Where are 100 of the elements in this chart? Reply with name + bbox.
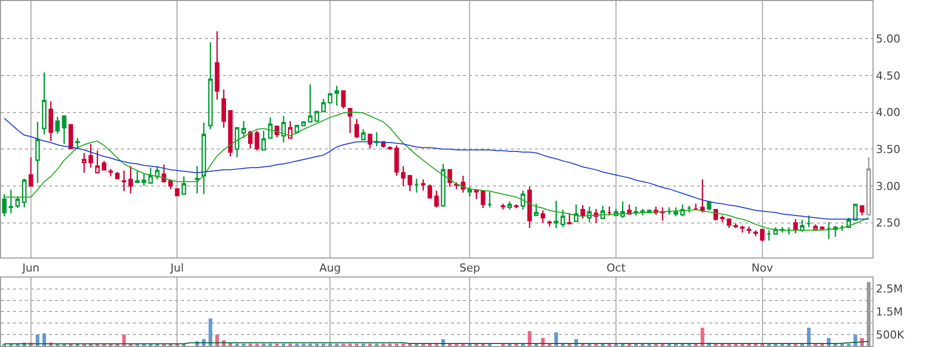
candlestick [414, 178, 419, 194]
bar [208, 318, 212, 346]
candlestick [261, 130, 266, 151]
candlestick [328, 93, 332, 104]
candlestick [8, 189, 14, 214]
candlestick [620, 200, 625, 218]
candlestick [860, 205, 864, 216]
candlestick [766, 230, 772, 242]
candlestick [746, 226, 752, 235]
candlestick [241, 120, 246, 139]
candlestick [202, 122, 206, 195]
candlestick [95, 150, 100, 174]
candlestick [408, 175, 412, 192]
y-tick-label: 3.50 [876, 143, 900, 156]
candlestick [480, 190, 486, 209]
candlestick [334, 85, 340, 106]
candlestick [826, 221, 832, 240]
candlestick [527, 186, 532, 229]
y-tick-label: 2.5M [876, 282, 903, 296]
candlestick [540, 210, 546, 224]
candlestick [547, 220, 552, 228]
candlestick [122, 170, 126, 192]
candlestick [574, 204, 578, 222]
candlestick [348, 108, 352, 134]
candlestick [214, 30, 220, 100]
candlestick [554, 200, 558, 229]
candlestick [674, 206, 678, 217]
bar [122, 334, 126, 346]
candlestick [428, 184, 432, 198]
candlestick [268, 116, 273, 139]
y-tick-label: 2.50 [876, 216, 900, 230]
candlestick [440, 163, 446, 207]
candlestick [567, 212, 572, 225]
candlestick [248, 130, 253, 150]
candlestick [22, 178, 27, 208]
y-tick-label: 500K [876, 328, 905, 342]
candlestick [866, 156, 871, 216]
candlestick [740, 225, 745, 234]
candlestick [713, 208, 718, 222]
candlestick [694, 203, 698, 211]
candlestick [75, 137, 80, 150]
candlestick [314, 110, 320, 122]
candlestick [28, 156, 34, 187]
candlestick [35, 121, 40, 184]
bar [36, 334, 40, 346]
candlestick [394, 144, 399, 176]
candlestick [388, 146, 392, 151]
x-tick-label: Jul [170, 262, 184, 275]
x-tick-label: Sep [459, 262, 480, 275]
candlestick [135, 170, 140, 183]
bar [807, 328, 811, 346]
candlestick [2, 193, 7, 217]
candlestick [308, 84, 312, 123]
candlestick [786, 226, 792, 236]
candlestick [194, 165, 200, 194]
y-tick-label: 3.00 [876, 180, 900, 193]
y-tick-label: 4.50 [876, 69, 900, 82]
candlestick [640, 208, 645, 216]
candlestick [634, 206, 638, 216]
candlestick [208, 42, 213, 130]
candlestick [760, 228, 765, 242]
x-tick-label: Jun [21, 262, 40, 275]
candlestick [840, 224, 844, 232]
candlestick [720, 214, 725, 223]
candlestick [62, 115, 66, 145]
candlestick [148, 166, 153, 184]
candlestick [274, 126, 280, 138]
x-tick-label: Aug [319, 262, 341, 275]
candlestick [115, 171, 120, 180]
candlestick [733, 222, 738, 229]
bar [528, 331, 532, 346]
x-tick-label: Nov [752, 262, 774, 275]
candlestick [15, 196, 20, 209]
candlestick [321, 98, 326, 112]
candlestick [108, 168, 113, 178]
y-tick-label: 4.00 [876, 106, 900, 120]
candlestick [487, 191, 492, 208]
candlestick [254, 130, 260, 152]
candlestick [354, 118, 359, 139]
candlestick [474, 188, 479, 200]
candlestick [341, 90, 346, 110]
candlestick [753, 230, 758, 237]
candlestick [128, 165, 133, 194]
candlestick [793, 218, 798, 234]
candlestick [88, 143, 94, 168]
candlestick [580, 204, 586, 220]
candlestick [368, 134, 372, 150]
candlestick [507, 200, 512, 210]
candlestick [361, 128, 366, 141]
candlestick [154, 165, 160, 180]
candlestick [520, 190, 526, 210]
candlestick [607, 206, 612, 216]
candlestick [42, 72, 46, 136]
candlestick [500, 203, 506, 210]
candlestick [706, 200, 712, 211]
candlestick [142, 172, 146, 187]
candlestick [48, 100, 54, 142]
candlestick [686, 205, 692, 214]
candlestick [448, 169, 452, 188]
candlestick [182, 176, 186, 195]
